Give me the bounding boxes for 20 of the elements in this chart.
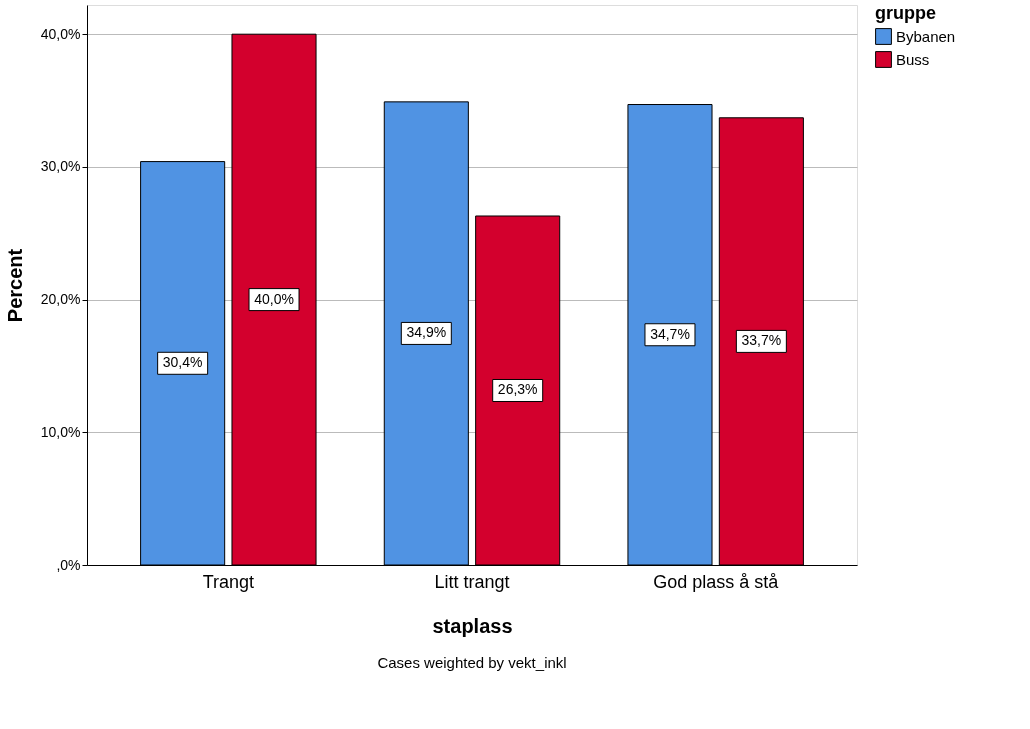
text: Cases weighted by vekt_inkl xyxy=(377,654,567,671)
y-axis-title: Percent xyxy=(3,248,26,323)
x-tick-label: Litt trangt xyxy=(434,571,510,592)
x-tick-label: Trangt xyxy=(202,571,255,592)
data-label: 40,0% xyxy=(254,290,294,307)
data-label: 30,4% xyxy=(162,354,203,371)
data-label: 26,3% xyxy=(497,381,538,398)
x-tick-label: God plass å stå xyxy=(653,571,780,592)
y-tick-label: 40,0% xyxy=(40,25,81,42)
y-tick-label: 20,0% xyxy=(40,291,81,308)
y-tick-label: 30,0% xyxy=(40,158,81,175)
y-tick-label: ,0% xyxy=(56,556,81,573)
data-label: 33,7% xyxy=(741,332,782,349)
legend-title: gruppe xyxy=(875,3,936,23)
x-axis-title: staplass xyxy=(432,614,513,637)
legend-label: Bybanen xyxy=(896,27,956,45)
y-tick-label: 10,0% xyxy=(40,423,81,440)
data-label: 34,7% xyxy=(650,325,690,342)
legend-label: Buss xyxy=(896,50,930,68)
data-label: 34,9% xyxy=(406,324,447,341)
